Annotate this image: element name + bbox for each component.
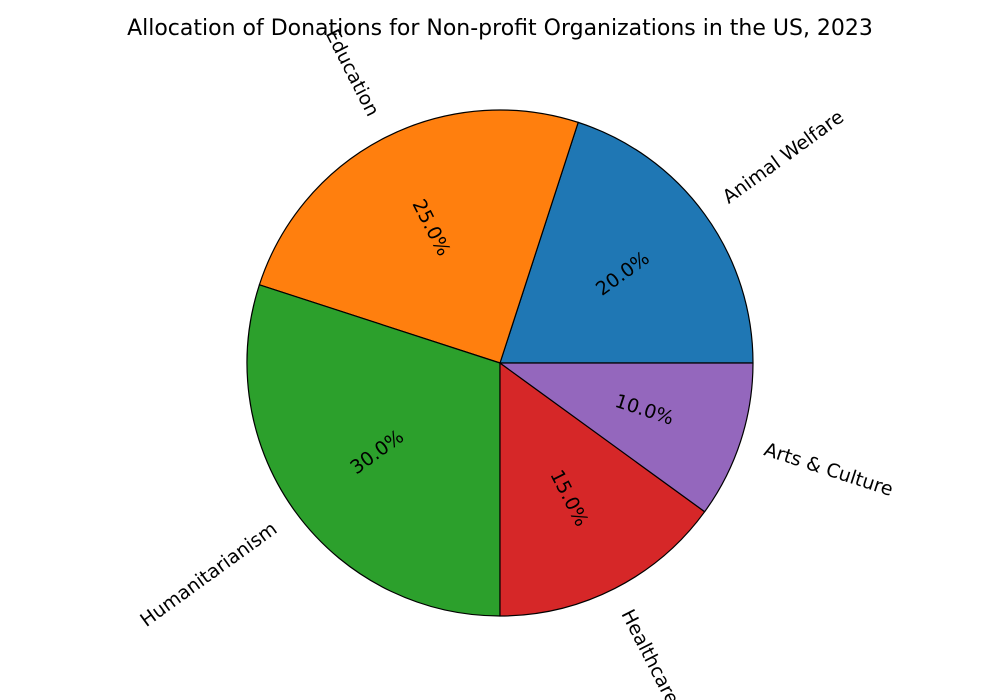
- label-animal-welfare: Animal Welfare: [719, 106, 848, 208]
- slice-animal-welfare: [499, 121, 754, 364]
- label-humanitarianism: Humanitarianism: [136, 518, 281, 632]
- slice-humanitarianism: [246, 284, 501, 617]
- label-healthcare: Healthcare: [617, 606, 684, 700]
- label-education: Education: [321, 26, 384, 120]
- slice-healthcare: [499, 362, 706, 617]
- pie-slices: [246, 109, 754, 617]
- slice-arts-culture: [499, 362, 754, 513]
- chart-title: Allocation of Donations for Non-profit O…: [127, 16, 873, 41]
- slice-education: [258, 109, 579, 364]
- label-arts-culture: Arts & Culture: [761, 439, 895, 501]
